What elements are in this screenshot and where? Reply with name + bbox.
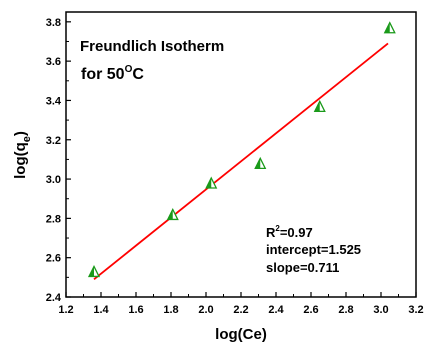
data-point [313, 99, 326, 112]
y-axis-title: log(qe) [12, 131, 33, 179]
x-tick-label: 2.8 [338, 304, 353, 316]
x-tick-label: 2.0 [198, 304, 213, 316]
data-point [254, 156, 267, 169]
slope-annotation: slope=0.711 [266, 260, 339, 275]
y-tick-label: 3.0 [46, 174, 61, 186]
x-tick-label: 1.2 [58, 304, 73, 316]
x-tick-label: 3.0 [373, 304, 388, 316]
x-tick-label: 1.8 [163, 304, 178, 316]
data-point [205, 176, 218, 189]
data-points-layer [87, 21, 396, 278]
y-axis-ticks: 2.4 2.6 2.8 3.0 3.2 3.4 3.6 3.8 [46, 17, 71, 304]
y-tick-label: 3.4 [46, 95, 62, 107]
data-point [383, 21, 396, 34]
y-tick-label: 2.6 [46, 253, 61, 265]
y-tick-label: 3.2 [46, 135, 61, 147]
data-point [87, 264, 101, 278]
x-tick-label: 3.2 [408, 304, 423, 316]
intercept-annotation: intercept=1.525 [266, 242, 361, 257]
x-tick-label: 1.6 [128, 304, 143, 316]
y-tick-label: 2.8 [46, 213, 61, 225]
x-tick-label: 2.6 [303, 304, 318, 316]
y-tick-label: 3.6 [46, 56, 61, 68]
r-squared-annotation: R2=0.97 [266, 224, 313, 240]
x-axis-title: log(Ce) [215, 326, 267, 343]
x-tick-label: 2.4 [268, 304, 284, 316]
fit-line-layer [93, 42, 389, 281]
data-point [166, 207, 179, 221]
x-tick-label: 1.4 [93, 304, 109, 316]
chart-title-line2: for 50OC [81, 64, 144, 83]
y-tick-label: 2.4 [46, 292, 62, 304]
chart-title-line1: Freundlich Isotherm [80, 38, 224, 55]
x-axis-ticks: 1.2 1.4 1.6 1.8 2.0 2.2 2.4 2.6 2.8 3.0 3.2 [58, 292, 424, 316]
x-tick-label: 2.2 [233, 304, 248, 316]
linear-fit-line [93, 42, 389, 281]
y-tick-label: 3.8 [46, 17, 61, 29]
